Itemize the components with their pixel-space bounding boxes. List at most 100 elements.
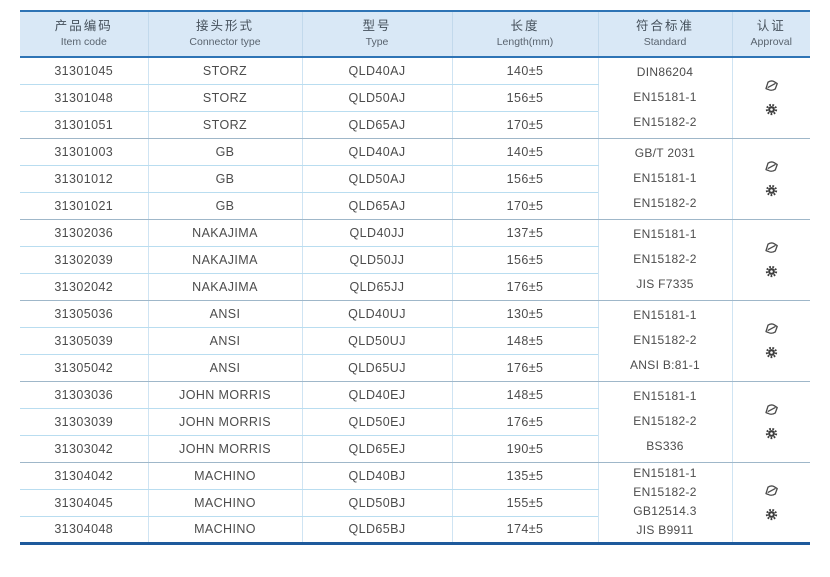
type-approval-gear-icon [765, 508, 778, 521]
cell-connector-type: GB [147, 192, 302, 220]
standard-line: EN15181-1 [633, 90, 697, 105]
cell-type: QLD65UJ [301, 354, 452, 382]
cell-type: QLD40JJ [301, 219, 452, 247]
cell-connector-type: JOHN MORRIS [147, 381, 302, 409]
cell-connector-type: JOHN MORRIS [147, 408, 302, 436]
column-title-en: Length(mm) [496, 36, 554, 48]
approval-icons [733, 322, 811, 359]
column-title-en: Connector type [189, 36, 261, 48]
table-row: 31303036 JOHN MORRIS QLD40EJ 148±5 EN15181-1… [20, 381, 810, 463]
standard-line: JIS B9911 [636, 523, 694, 537]
type-approval-gear-icon [765, 103, 778, 116]
column-header-connector-type: 接头形式 Connector type [147, 11, 302, 58]
type-approval-gear-icon [765, 346, 778, 359]
cell-standard: EN15181-1 EN15182-2 BS336 [597, 381, 732, 463]
cell-length: 174±5 [451, 516, 598, 544]
cell-length: 176±5 [451, 273, 598, 301]
header-row: 产品编码 Item code 接头形式 Connector type 型号 Type 长度 L… [20, 11, 810, 58]
column-title-zh: 长度 [510, 19, 540, 33]
cell-length: 155±5 [451, 489, 598, 517]
cell-approval [731, 462, 811, 544]
cell-type: QLD40AJ [301, 57, 452, 85]
column-title-zh: 接头形式 [195, 19, 254, 33]
cell-length: 156±5 [451, 246, 598, 274]
cell-connector-type: NAKAJIMA [147, 273, 302, 301]
cell-item-code: 31301003 [20, 138, 148, 166]
cell-length: 140±5 [451, 138, 598, 166]
cell-length: 156±5 [451, 84, 598, 112]
cell-type: QLD65EJ [301, 435, 452, 463]
cell-item-code: 31303039 [20, 408, 148, 436]
cell-connector-type: STORZ [147, 111, 302, 139]
cell-connector-type: STORZ [147, 84, 302, 112]
cell-length: 148±5 [451, 327, 598, 355]
column-title-zh: 型号 [362, 19, 392, 33]
cell-approval [731, 381, 811, 463]
ccs-class-logo-icon [764, 160, 779, 173]
cell-item-code: 31305036 [20, 300, 148, 328]
cell-type: QLD50AJ [301, 165, 452, 193]
standard-line: EN15182-2 [633, 333, 697, 347]
cell-standard: EN15181-1 EN15182-2 ANSI B:81-1 [597, 300, 732, 382]
cell-connector-type: JOHN MORRIS [147, 435, 302, 463]
standard-line: EN15181-1 [633, 466, 697, 480]
cell-approval [731, 138, 811, 220]
table-row: 31302042 NAKAJIMA QLD65JJ 176±5 [20, 273, 810, 301]
approval-icons [733, 403, 811, 440]
cell-type: QLD40EJ [301, 381, 452, 409]
cell-item-code: 31301045 [20, 57, 148, 85]
cell-type: QLD50JJ [301, 246, 452, 274]
ccs-class-logo-icon [764, 484, 779, 497]
column-title-zh: 符合标准 [635, 19, 694, 33]
table-body: 31301045 STORZ QLD40AJ 140±5 DIN86204 EN15181… [20, 57, 811, 544]
column-header-standard: 符合标准 Standard [597, 11, 732, 58]
cell-length: 190±5 [451, 435, 598, 463]
column-title-en: Standard [643, 36, 687, 48]
column-title-zh: 产品编码 [54, 19, 113, 33]
table-row: 31304042 MACHINO QLD40BJ 135±5 EN15181-1 EN15… [20, 462, 810, 544]
table-row: 31305039 ANSI QLD50UJ 148±5 [20, 327, 810, 355]
cell-length: 148±5 [451, 381, 598, 409]
cell-type: QLD50UJ [301, 327, 452, 355]
cell-item-code: 31302042 [20, 273, 148, 301]
cell-standard: GB/T 2031 EN15181-1 EN15182-2 [597, 138, 732, 220]
cell-item-code: 31303042 [20, 435, 148, 463]
approval-icons [733, 79, 811, 116]
cell-item-code: 31302039 [20, 246, 148, 274]
cell-item-code: 31301051 [20, 111, 148, 139]
table-row: 31305036 ANSI QLD40UJ 130±5 EN15181-1 EN15182… [20, 300, 810, 382]
column-header-type: 型号 Type [301, 11, 452, 58]
standard-line: EN15182-2 [633, 196, 697, 210]
column-header-length-mm: 长度 Length(mm) [451, 11, 598, 58]
cell-type: QLD65AJ [301, 192, 452, 220]
cell-length: 176±5 [451, 354, 598, 382]
cell-length: 137±5 [451, 219, 598, 247]
cell-connector-type: GB [147, 165, 302, 193]
cell-type: QLD50AJ [301, 84, 452, 112]
cell-length: 135±5 [451, 462, 598, 490]
standard-line: DIN86204 [636, 65, 694, 80]
cell-length: 176±5 [451, 408, 598, 436]
standard-line: BS336 [646, 439, 684, 453]
standard-line: EN15181-1 [633, 389, 697, 403]
approval-icons [733, 160, 811, 197]
cell-standard: EN15181-1 EN15182-2 JIS F7335 [597, 219, 732, 301]
column-title-en: Type [365, 36, 389, 48]
cell-length: 170±5 [451, 192, 598, 220]
approval-icons [733, 484, 811, 521]
cell-connector-type: MACHINO [147, 516, 302, 544]
table-row: 31301048 STORZ QLD50AJ 156±5 [20, 84, 810, 112]
cell-item-code: 31304042 [20, 462, 148, 490]
cell-connector-type: ANSI [147, 354, 302, 382]
cell-type: QLD50EJ [301, 408, 452, 436]
table-row: 31302039 NAKAJIMA QLD50JJ 156±5 [20, 246, 810, 274]
cell-standard: DIN86204 EN15181-1 EN15182-2 [597, 57, 732, 139]
ccs-class-logo-icon [764, 403, 779, 416]
standard-line: EN15182-2 [633, 252, 697, 266]
table-header: 产品编码 Item code 接头形式 Connector type 型号 Type 长度 L… [20, 11, 810, 58]
cell-connector-type: MACHINO [147, 489, 302, 517]
cell-connector-type: ANSI [147, 327, 302, 355]
column-title-en: Approval [750, 36, 792, 48]
cell-item-code: 31304045 [20, 489, 148, 517]
